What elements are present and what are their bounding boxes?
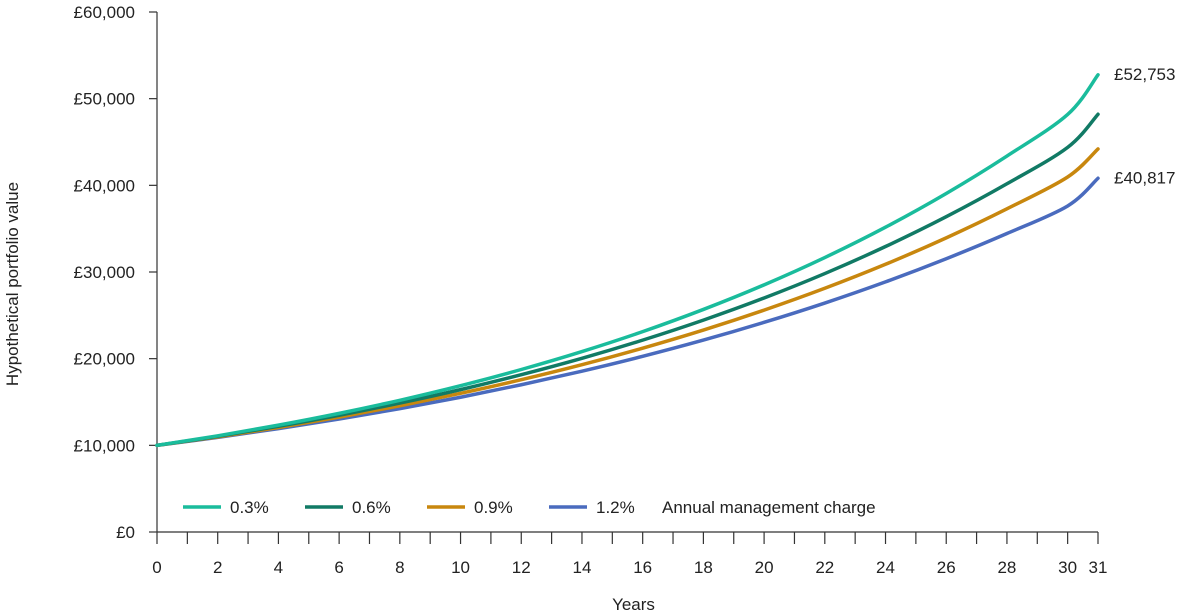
- x-tick-label: 18: [694, 558, 713, 577]
- y-tick-label: £60,000: [74, 3, 135, 22]
- y-tick-label: £0: [116, 523, 135, 542]
- x-tick-label: 28: [997, 558, 1016, 577]
- x-tick-label: 22: [815, 558, 834, 577]
- x-tick-label: 30: [1058, 558, 1077, 577]
- x-tick-label: 10: [451, 558, 470, 577]
- series-line-1-2pct: [155, 176, 1100, 448]
- y-tick-label: £50,000: [74, 90, 135, 109]
- y-axis-title: Hypothetical portfolio value: [3, 182, 22, 386]
- legend-label: 1.2%: [596, 498, 635, 517]
- series-line-0-3pct: [155, 73, 1100, 448]
- x-tick-label: 16: [633, 558, 652, 577]
- chart-axes: £0 £10,000 £20,000 £30,000 £40,000 £50,000 £60…: [74, 3, 1108, 577]
- x-axis-title: Years: [612, 595, 655, 614]
- x-tick-label: 12: [512, 558, 531, 577]
- legend-label: 0.3%: [230, 498, 269, 517]
- x-tick-label: 0: [152, 558, 161, 577]
- y-tick-label: £40,000: [74, 176, 135, 195]
- x-tick-label: 24: [876, 558, 895, 577]
- x-tick-label: 6: [334, 558, 343, 577]
- x-tick-label: 20: [755, 558, 774, 577]
- series-line-0-6pct: [155, 112, 1100, 448]
- x-tick-label: 26: [937, 558, 956, 577]
- x-tick-label: 31: [1089, 558, 1108, 577]
- legend-label: 0.9%: [474, 498, 513, 517]
- legend-title: Annual management charge: [662, 498, 876, 517]
- y-tick-label: £20,000: [74, 350, 135, 369]
- chart-legend: 0.3% 0.6% 0.9% 1.2% Annual management charge: [183, 498, 876, 517]
- end-value-label: £40,817: [1114, 168, 1175, 187]
- end-value-label: £52,753: [1114, 65, 1175, 84]
- legend-label: 0.6%: [352, 498, 391, 517]
- x-tick-label: 2: [213, 558, 222, 577]
- y-tick-label: £30,000: [74, 263, 135, 282]
- end-value-annotations: £52,753 £40,817: [1114, 65, 1175, 187]
- series-line-0-9pct: [155, 147, 1100, 448]
- x-tick-label: 8: [395, 558, 404, 577]
- series-lines: [155, 73, 1100, 448]
- y-tick-label: £10,000: [74, 436, 135, 455]
- x-tick-label: 14: [573, 558, 592, 577]
- x-tick-label: 4: [274, 558, 283, 577]
